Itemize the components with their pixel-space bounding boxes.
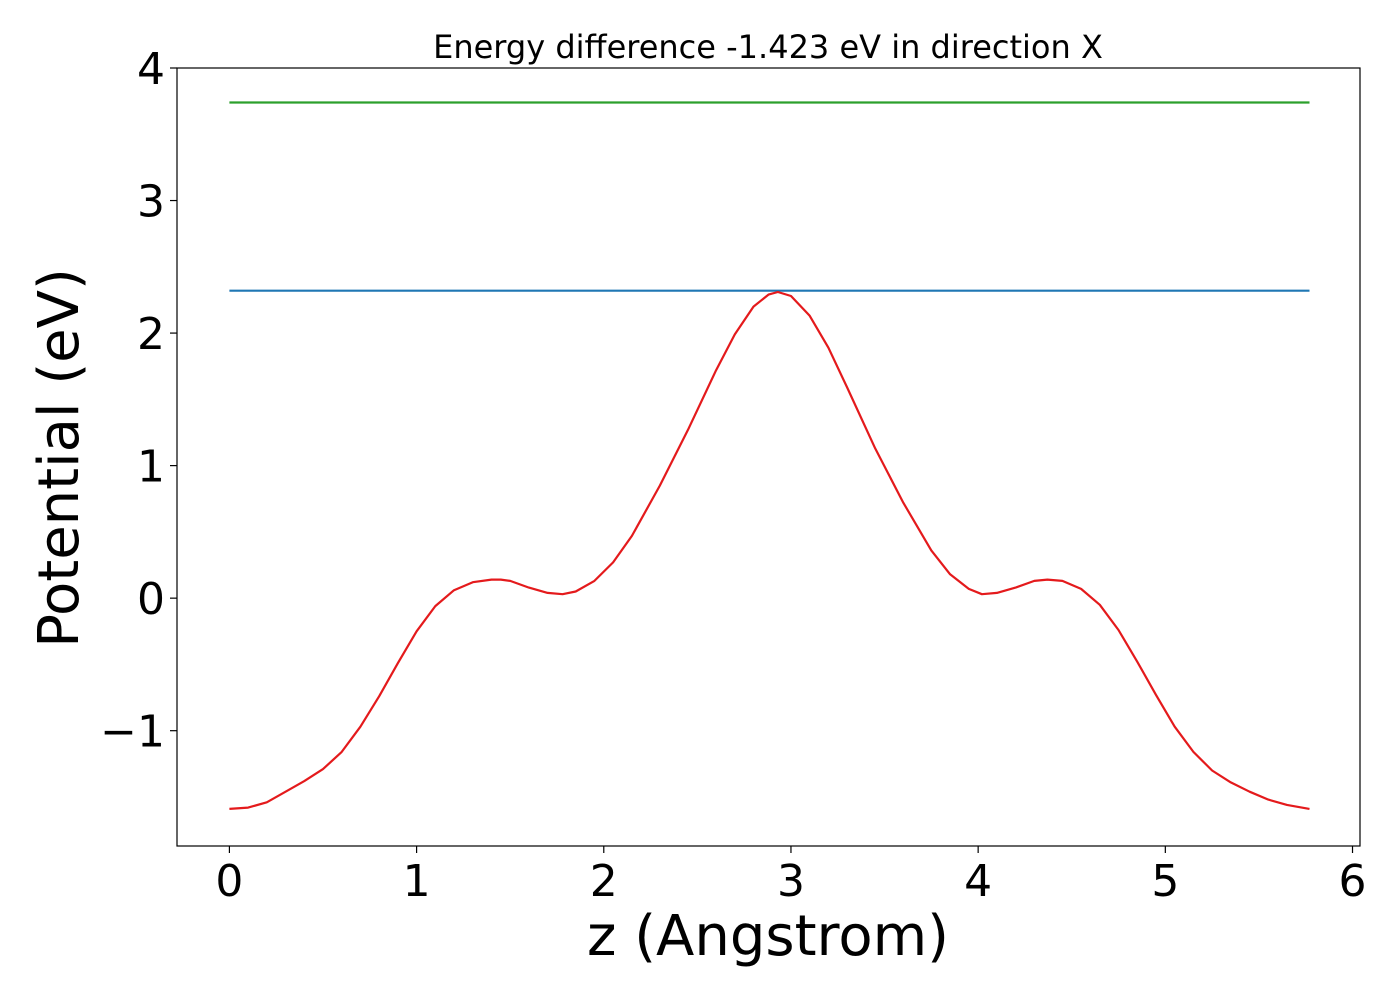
x-tick-label-6: 6 <box>1339 856 1367 907</box>
y-tick-label-4: 3 <box>137 177 165 228</box>
x-tick-label-0: 0 <box>215 856 243 907</box>
x-tick-label-1: 1 <box>403 856 431 907</box>
x-tick-label-2: 2 <box>590 856 618 907</box>
y-tick-label-1: 0 <box>137 574 165 625</box>
plot-frame <box>176 67 1361 847</box>
chart-title: Energy difference -1.423 eV in direction… <box>433 28 1103 66</box>
y-tick-label-2: 1 <box>137 442 165 493</box>
x-axis-label: z (Angstrom) <box>587 904 949 969</box>
x-tick-label-3: 3 <box>777 856 805 907</box>
y-tick-label-5: 4 <box>137 44 165 95</box>
series-line-2 <box>229 290 1310 810</box>
x-tick-label-5: 5 <box>1151 856 1179 907</box>
y-axis-label: Potential (eV) <box>27 268 92 648</box>
y-tick-label-3: 2 <box>137 309 165 360</box>
x-tick-label-4: 4 <box>964 856 992 907</box>
y-tick-label-0: −1 <box>100 707 165 758</box>
